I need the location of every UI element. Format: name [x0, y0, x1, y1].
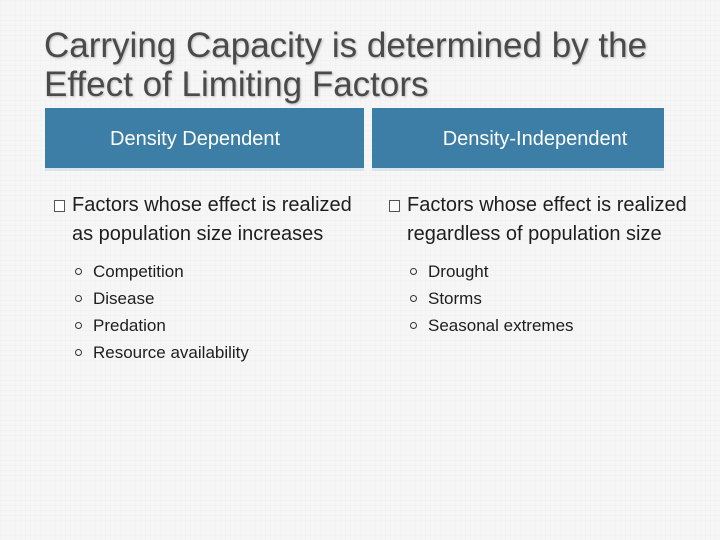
- density-independent-header-label: Density-Independent: [442, 128, 628, 150]
- main-bullet-text: Factors whose effect is realized regardl…: [407, 194, 687, 245]
- list-item-text: Disease: [93, 289, 155, 308]
- list-item: Competition: [54, 258, 354, 285]
- density-independent-column: Factors whose effect is realized regardl…: [389, 191, 689, 339]
- list-item: Seasonal extremes: [389, 312, 689, 339]
- list-item-text: Resource availability: [93, 343, 249, 362]
- ring-bullet-icon: [410, 322, 417, 329]
- density-dependent-header: Density Dependent: [45, 108, 364, 168]
- density-independent-header: Density-Independent: [372, 108, 664, 168]
- square-bullet-icon: [389, 200, 400, 212]
- density-dependent-header-label: Density Dependent: [110, 128, 281, 150]
- list-item: Resource availability: [54, 339, 354, 366]
- ring-bullet-icon: [410, 268, 417, 275]
- list-item-text: Predation: [93, 316, 166, 335]
- sub-list: Competition Disease Predation Resource a…: [54, 258, 354, 366]
- ring-bullet-icon: [75, 322, 82, 329]
- list-item: Storms: [389, 285, 689, 312]
- main-bullet: Factors whose effect is realized as popu…: [54, 191, 354, 249]
- list-item: Predation: [54, 312, 354, 339]
- main-bullet-text: Factors whose effect is realized as popu…: [72, 194, 352, 245]
- ring-bullet-icon: [75, 268, 82, 275]
- main-bullet: Factors whose effect is realized regardl…: [389, 191, 689, 249]
- slide-title: Carrying Capacity is determined by the E…: [44, 26, 648, 104]
- square-bullet-icon: [54, 200, 65, 212]
- sub-list: Drought Storms Seasonal extremes: [389, 258, 689, 339]
- ring-bullet-icon: [410, 295, 417, 302]
- list-item-text: Seasonal extremes: [428, 316, 574, 335]
- list-item: Disease: [54, 285, 354, 312]
- list-item: Drought: [389, 258, 689, 285]
- list-item-text: Storms: [428, 289, 482, 308]
- list-item-text: Competition: [93, 262, 184, 281]
- density-dependent-column: Factors whose effect is realized as popu…: [54, 191, 354, 366]
- ring-bullet-icon: [75, 295, 82, 302]
- ring-bullet-icon: [75, 349, 82, 356]
- list-item-text: Drought: [428, 262, 489, 281]
